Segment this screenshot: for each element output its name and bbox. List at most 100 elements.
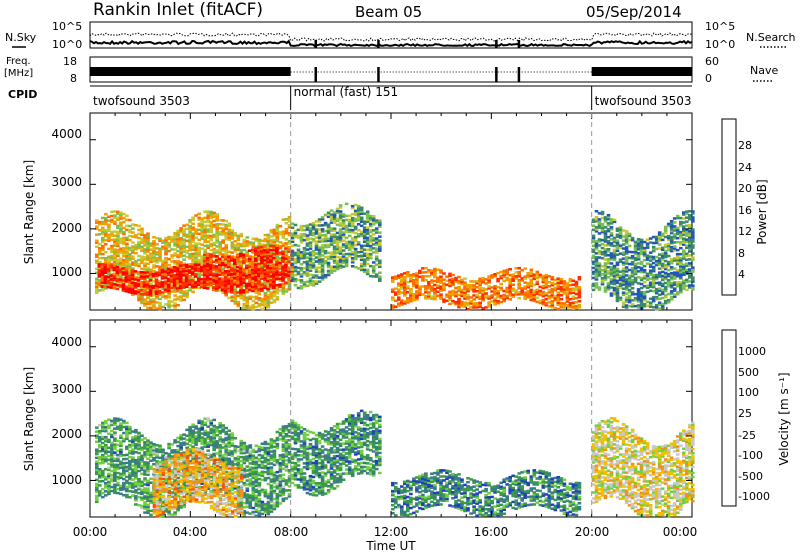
power-pix-cell <box>556 285 561 288</box>
vel-pix-cell <box>131 442 135 445</box>
power-pix-cell <box>293 235 298 239</box>
power-pix-cell <box>490 286 494 289</box>
power-pix-cell <box>239 266 243 270</box>
vel-pix-cell <box>113 423 117 426</box>
power-pix-cell <box>95 267 99 271</box>
power-pix-cell <box>654 259 659 263</box>
power-pix-cell <box>529 292 534 296</box>
power-pix-cell <box>562 290 567 293</box>
power-pix-cell <box>275 229 280 233</box>
power-pix-cell <box>624 252 629 255</box>
power-pix-cell <box>254 263 258 266</box>
power-pix-cell <box>311 228 316 231</box>
power-pix-cell <box>176 231 180 235</box>
power-pix-cell <box>314 236 319 239</box>
power-pix-cell <box>657 283 662 286</box>
power-pix-cell <box>146 276 150 279</box>
power-pix-cell <box>529 280 534 284</box>
power-pix-cell <box>600 273 605 276</box>
power-pix-cell <box>203 230 207 234</box>
vel-pix-cell <box>116 467 120 471</box>
power-pix-cell <box>454 278 458 282</box>
power-pix-cell <box>603 264 608 267</box>
power-pix-cell <box>663 295 668 299</box>
power-pix-cell <box>278 261 282 265</box>
power-pix-cell <box>648 237 653 240</box>
power-pix-cell <box>603 290 608 293</box>
power-pix-cell <box>188 237 192 240</box>
power-pix-cell <box>254 251 258 254</box>
power-pix-cell <box>100 267 105 270</box>
power-pix-cell <box>257 240 262 244</box>
power-pix-cell <box>657 253 662 256</box>
power-pix-cell <box>172 286 177 289</box>
power-pix-cell <box>125 266 129 270</box>
power-pix-cell <box>559 304 564 307</box>
power-pix-cell <box>284 242 289 245</box>
power-pix-cell <box>365 254 370 258</box>
power-pix-cell <box>157 283 162 287</box>
power-pix-cell <box>669 262 674 265</box>
power-pix-cell <box>574 286 579 290</box>
power-pix-cell <box>263 245 267 248</box>
power-pix-cell <box>278 253 283 256</box>
power-pix-cell <box>248 241 253 244</box>
power-pix-cell <box>179 253 183 256</box>
power-pix-cell <box>122 260 126 264</box>
power-pix-cell <box>344 240 349 244</box>
power-pix-cell <box>182 248 186 251</box>
power-pix-cell <box>191 238 195 241</box>
power-pix-cell <box>269 295 274 298</box>
power-pix-cell <box>565 300 570 303</box>
power-pix-cell <box>344 244 349 248</box>
power-pix-cell <box>691 258 695 261</box>
power-pix-cell <box>203 216 207 220</box>
power-pix-cell <box>365 226 370 229</box>
power-pix-cell <box>239 262 244 266</box>
vel-pix-cell <box>137 435 141 439</box>
power-pix-cell <box>636 298 641 301</box>
power-pix-cell <box>651 257 656 261</box>
power-pix-cell <box>526 284 530 287</box>
power-pix-cell <box>269 275 273 278</box>
power-pix-cell <box>118 278 123 281</box>
power-pix-cell <box>609 226 614 229</box>
power-pix-cell <box>323 223 328 227</box>
power-pix-cell <box>236 236 241 240</box>
power-pix-cell <box>167 237 171 241</box>
vel-pix-cell <box>107 458 111 462</box>
power-pix-cell <box>101 216 105 220</box>
power-pix-cell <box>284 244 289 247</box>
power-pix-cell <box>281 230 286 233</box>
power-pix-cell <box>109 282 114 285</box>
power-pix-cell <box>606 227 611 231</box>
vel-pix-cell <box>140 506 144 510</box>
vel-pix-cell <box>122 477 126 481</box>
power-pix-cell <box>239 287 244 290</box>
power-pix-cell <box>230 267 234 270</box>
power-pix-cell <box>603 230 608 233</box>
power-pix-cell <box>675 230 680 234</box>
vel-pix-cell <box>107 476 111 480</box>
power-pix-cell <box>188 230 192 234</box>
power-pix-cell <box>400 285 404 288</box>
power-pix-cell <box>101 256 105 260</box>
power-pix-cell <box>609 220 614 223</box>
power-pix-cell <box>251 289 255 293</box>
power-pix-cell <box>230 299 235 302</box>
power-pix-cell <box>287 215 292 219</box>
power-pix-cell <box>350 257 355 260</box>
power-pix-cell <box>214 265 219 268</box>
power-pix-cell <box>359 232 364 236</box>
power-pix-cell <box>239 256 244 260</box>
power-pix-cell <box>110 250 114 254</box>
power-pix-cell <box>266 295 271 299</box>
vel-pix-cell <box>101 437 105 441</box>
power-pix-cell <box>220 285 225 289</box>
power-pix-cell <box>603 262 608 265</box>
power-pix-cell <box>224 243 228 247</box>
power-pix-cell <box>320 262 325 265</box>
power-tick-1000: 1000 <box>51 265 82 279</box>
vel-pix-cell <box>107 480 111 484</box>
power-pix-cell <box>178 276 183 280</box>
